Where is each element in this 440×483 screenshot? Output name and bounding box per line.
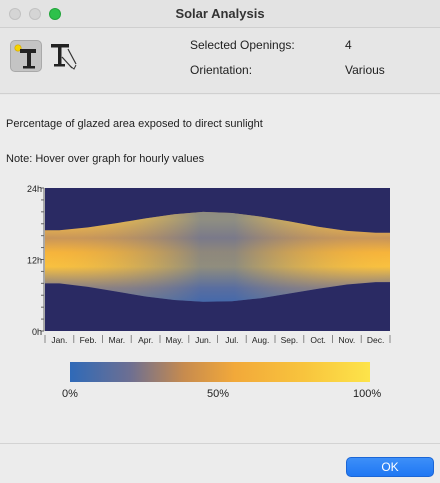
y-tick-label: 0h [32,327,42,337]
legend-tick-50: 50% [207,388,230,400]
selected-openings-value: 4 [345,38,352,52]
legend-tick-0: 0% [62,388,78,400]
y-axis: 24h 12h 0h [27,184,45,337]
x-month-label: Sep. [281,335,299,345]
chart-description: Percentage of glazed area exposed to dir… [6,118,263,130]
x-month-label: Nov. [338,335,355,345]
x-month-label: Oct. [310,335,326,345]
x-month-label: Aug. [252,335,270,345]
header-panel: Selected Openings: 4 Orientation: Variou… [0,28,440,94]
footer-bar: OK [0,443,440,483]
x-month-label: May. [165,335,183,345]
close-window-button[interactable] [9,8,21,20]
orientation-value: Various [345,63,385,77]
x-month-label: Jul. [225,335,238,345]
hover-note: Note: Hover over graph for hourly values [6,153,205,165]
ok-button[interactable]: OK [346,457,434,477]
shadow-projection-tool-button[interactable] [48,40,80,72]
x-month-label: Jun. [195,335,211,345]
sun-tree-tool-button[interactable] [10,40,42,72]
shadow-projection-icon [51,44,77,70]
window-title: Solar Analysis [175,6,265,21]
sun-tree-icon [14,44,36,69]
color-scale-legend [70,362,370,382]
x-month-label: Mar. [109,335,126,345]
title-bar: Solar Analysis [0,0,440,28]
y-tick-label: 24h [27,184,42,194]
y-tick-label: 12h [27,256,42,266]
legend-tick-100: 100% [353,388,382,400]
x-month-label: Apr. [138,335,153,345]
x-month-label: Dec. [367,335,384,345]
x-month-label: Jan. [51,335,67,345]
x-month-label: Feb. [80,335,97,345]
zoom-window-button[interactable] [49,8,61,20]
orientation-label: Orientation: [190,63,253,77]
sunlight-heatmap-chart[interactable]: 24h 12h 0h Jan. Feb. Mar. Apr. May. Jun. Jul. Aug… [0,180,440,352]
minimize-window-button[interactable] [29,8,41,20]
selected-openings-label: Selected Openings: [190,38,295,52]
x-axis: Jan. Feb. Mar. Apr. May. Jun. Jul. Aug. Sep. Oct.… [44,335,391,345]
